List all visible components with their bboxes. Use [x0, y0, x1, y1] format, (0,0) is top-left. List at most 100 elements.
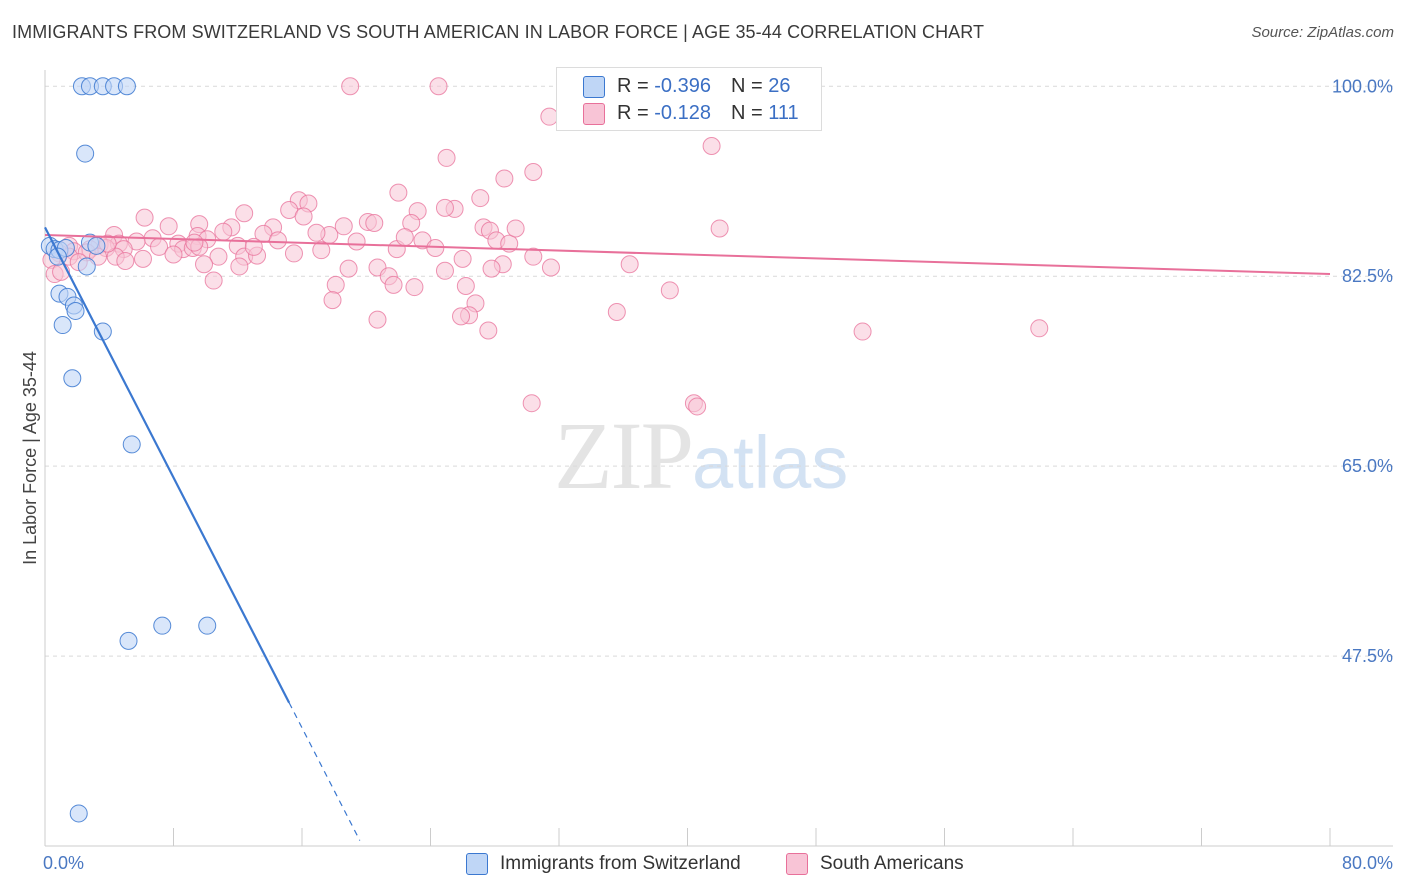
data-point-south-americans: [660, 281, 679, 300]
trend-line-switzerland: [44, 226, 291, 704]
data-point-switzerland: [69, 804, 88, 823]
data-point-switzerland: [93, 322, 112, 341]
y-tick-label: 47.5%: [1342, 646, 1393, 666]
chart-title: IMMIGRANTS FROM SWITZERLAND VS SOUTH AME…: [12, 22, 985, 42]
data-point-switzerland: [76, 144, 95, 163]
data-point-south-americans: [471, 189, 490, 208]
legend-n-label: N =: [730, 102, 769, 124]
data-point-south-americans: [214, 222, 233, 241]
trend-line-switzerland-extension: [288, 702, 361, 841]
legend-n-value: 26: [768, 75, 791, 97]
data-point-south-americans: [522, 394, 541, 413]
data-point-switzerland: [63, 369, 82, 388]
grid-lines: [45, 85, 1395, 657]
data-point-south-americans: [294, 207, 313, 226]
switzerland-points: [40, 77, 217, 823]
bottom-legend-label-south-americans: South Americans: [820, 853, 964, 874]
data-point-south-americans: [341, 77, 360, 96]
data-point-south-americans: [323, 291, 342, 310]
legend-r-value: -0.128: [654, 102, 711, 124]
data-point-switzerland: [122, 435, 141, 454]
data-point-south-americans: [195, 255, 214, 274]
data-point-south-americans: [607, 303, 626, 322]
y-tick-label: 65.0%: [1342, 456, 1393, 476]
legend-r-label: R =: [617, 75, 655, 97]
data-point-south-americans: [347, 232, 366, 251]
legend-swatch-blue: [583, 76, 605, 98]
data-point-south-americans: [368, 310, 387, 329]
axes: [44, 70, 1393, 847]
data-point-south-americans: [435, 198, 454, 217]
legend-text-south-americans: R = -0.128 N = 111: [617, 100, 799, 126]
data-point-south-americans: [688, 397, 707, 416]
data-point-south-americans: [244, 237, 263, 256]
data-point-south-americans: [1030, 319, 1049, 338]
data-point-south-americans: [524, 247, 543, 266]
data-point-switzerland: [119, 631, 138, 650]
data-point-south-americans: [307, 223, 326, 242]
watermark: ZIPatlas: [554, 400, 848, 511]
data-point-south-americans: [230, 257, 249, 276]
data-point-switzerland: [53, 316, 72, 335]
data-point-south-americans: [235, 204, 254, 223]
watermark-atlas: atlas: [692, 421, 849, 504]
data-point-switzerland: [77, 257, 96, 276]
data-point-south-americans: [541, 258, 560, 277]
source-label: Source: ZipAtlas.com: [1251, 24, 1394, 41]
data-point-south-americans: [312, 241, 331, 260]
data-point-south-americans: [268, 231, 287, 250]
data-point-south-americans: [135, 208, 154, 227]
data-point-south-americans: [339, 259, 358, 278]
data-point-south-americans: [209, 247, 228, 266]
data-point-south-americans: [482, 259, 501, 278]
data-point-south-americans: [133, 249, 152, 268]
data-point-south-americans: [702, 136, 721, 155]
data-point-south-americans: [620, 255, 639, 274]
data-point-south-americans: [456, 276, 475, 295]
data-point-south-americans: [524, 163, 543, 182]
data-point-south-americans: [495, 169, 514, 188]
watermark-zip: ZIP: [554, 402, 694, 509]
data-point-south-americans: [479, 321, 498, 340]
tick-labels: 100.0% 82.5% 65.0% 47.5% 0.0% 80.0%: [43, 76, 1393, 873]
legend-n-value: 111: [768, 102, 799, 124]
data-point-south-americans: [284, 244, 303, 263]
data-point-south-americans: [710, 219, 729, 238]
data-point-switzerland: [66, 301, 85, 320]
data-point-switzerland: [87, 236, 106, 255]
data-point-south-americans: [395, 228, 414, 247]
data-point-south-americans: [185, 233, 204, 252]
data-point-south-americans: [365, 214, 384, 233]
bottom-legend-label-switzerland: Immigrants from Switzerland: [500, 853, 741, 874]
trend-lines: [44, 226, 1331, 841]
y-tick-label: 100.0%: [1332, 76, 1393, 96]
data-point-south-americans: [435, 261, 454, 280]
data-point-south-americans: [453, 249, 472, 268]
legend-r-label: R =: [617, 102, 655, 124]
stats-legend: R = -0.396 N = 26 R = -0.128 N = 111: [556, 67, 822, 131]
data-point-south-americans: [389, 183, 408, 202]
legend-swatch-pink: [583, 103, 605, 125]
data-point-south-americans: [326, 275, 345, 294]
data-point-south-americans: [506, 219, 525, 238]
data-point-south-americans: [159, 217, 178, 236]
data-point-switzerland: [153, 616, 172, 635]
data-point-south-americans: [204, 271, 223, 290]
y-tick-label: 82.5%: [1342, 266, 1393, 286]
legend-n-label: N =: [730, 75, 769, 97]
south-americans-points: [42, 77, 1049, 416]
data-point-south-americans: [853, 322, 872, 341]
x-tick-label: 80.0%: [1342, 853, 1393, 873]
data-point-switzerland: [117, 77, 136, 96]
data-point-south-americans: [405, 278, 424, 297]
data-point-south-americans: [384, 275, 403, 294]
legend-r-value: -0.396: [654, 75, 711, 97]
data-point-south-americans: [437, 148, 456, 167]
data-point-switzerland: [198, 616, 217, 635]
bottom-legend-swatch-blue: [466, 853, 488, 875]
trend-line-south-americans: [44, 233, 1331, 276]
data-point-south-americans: [334, 217, 353, 236]
data-point-south-americans: [164, 245, 183, 264]
data-point-south-americans: [500, 234, 519, 253]
